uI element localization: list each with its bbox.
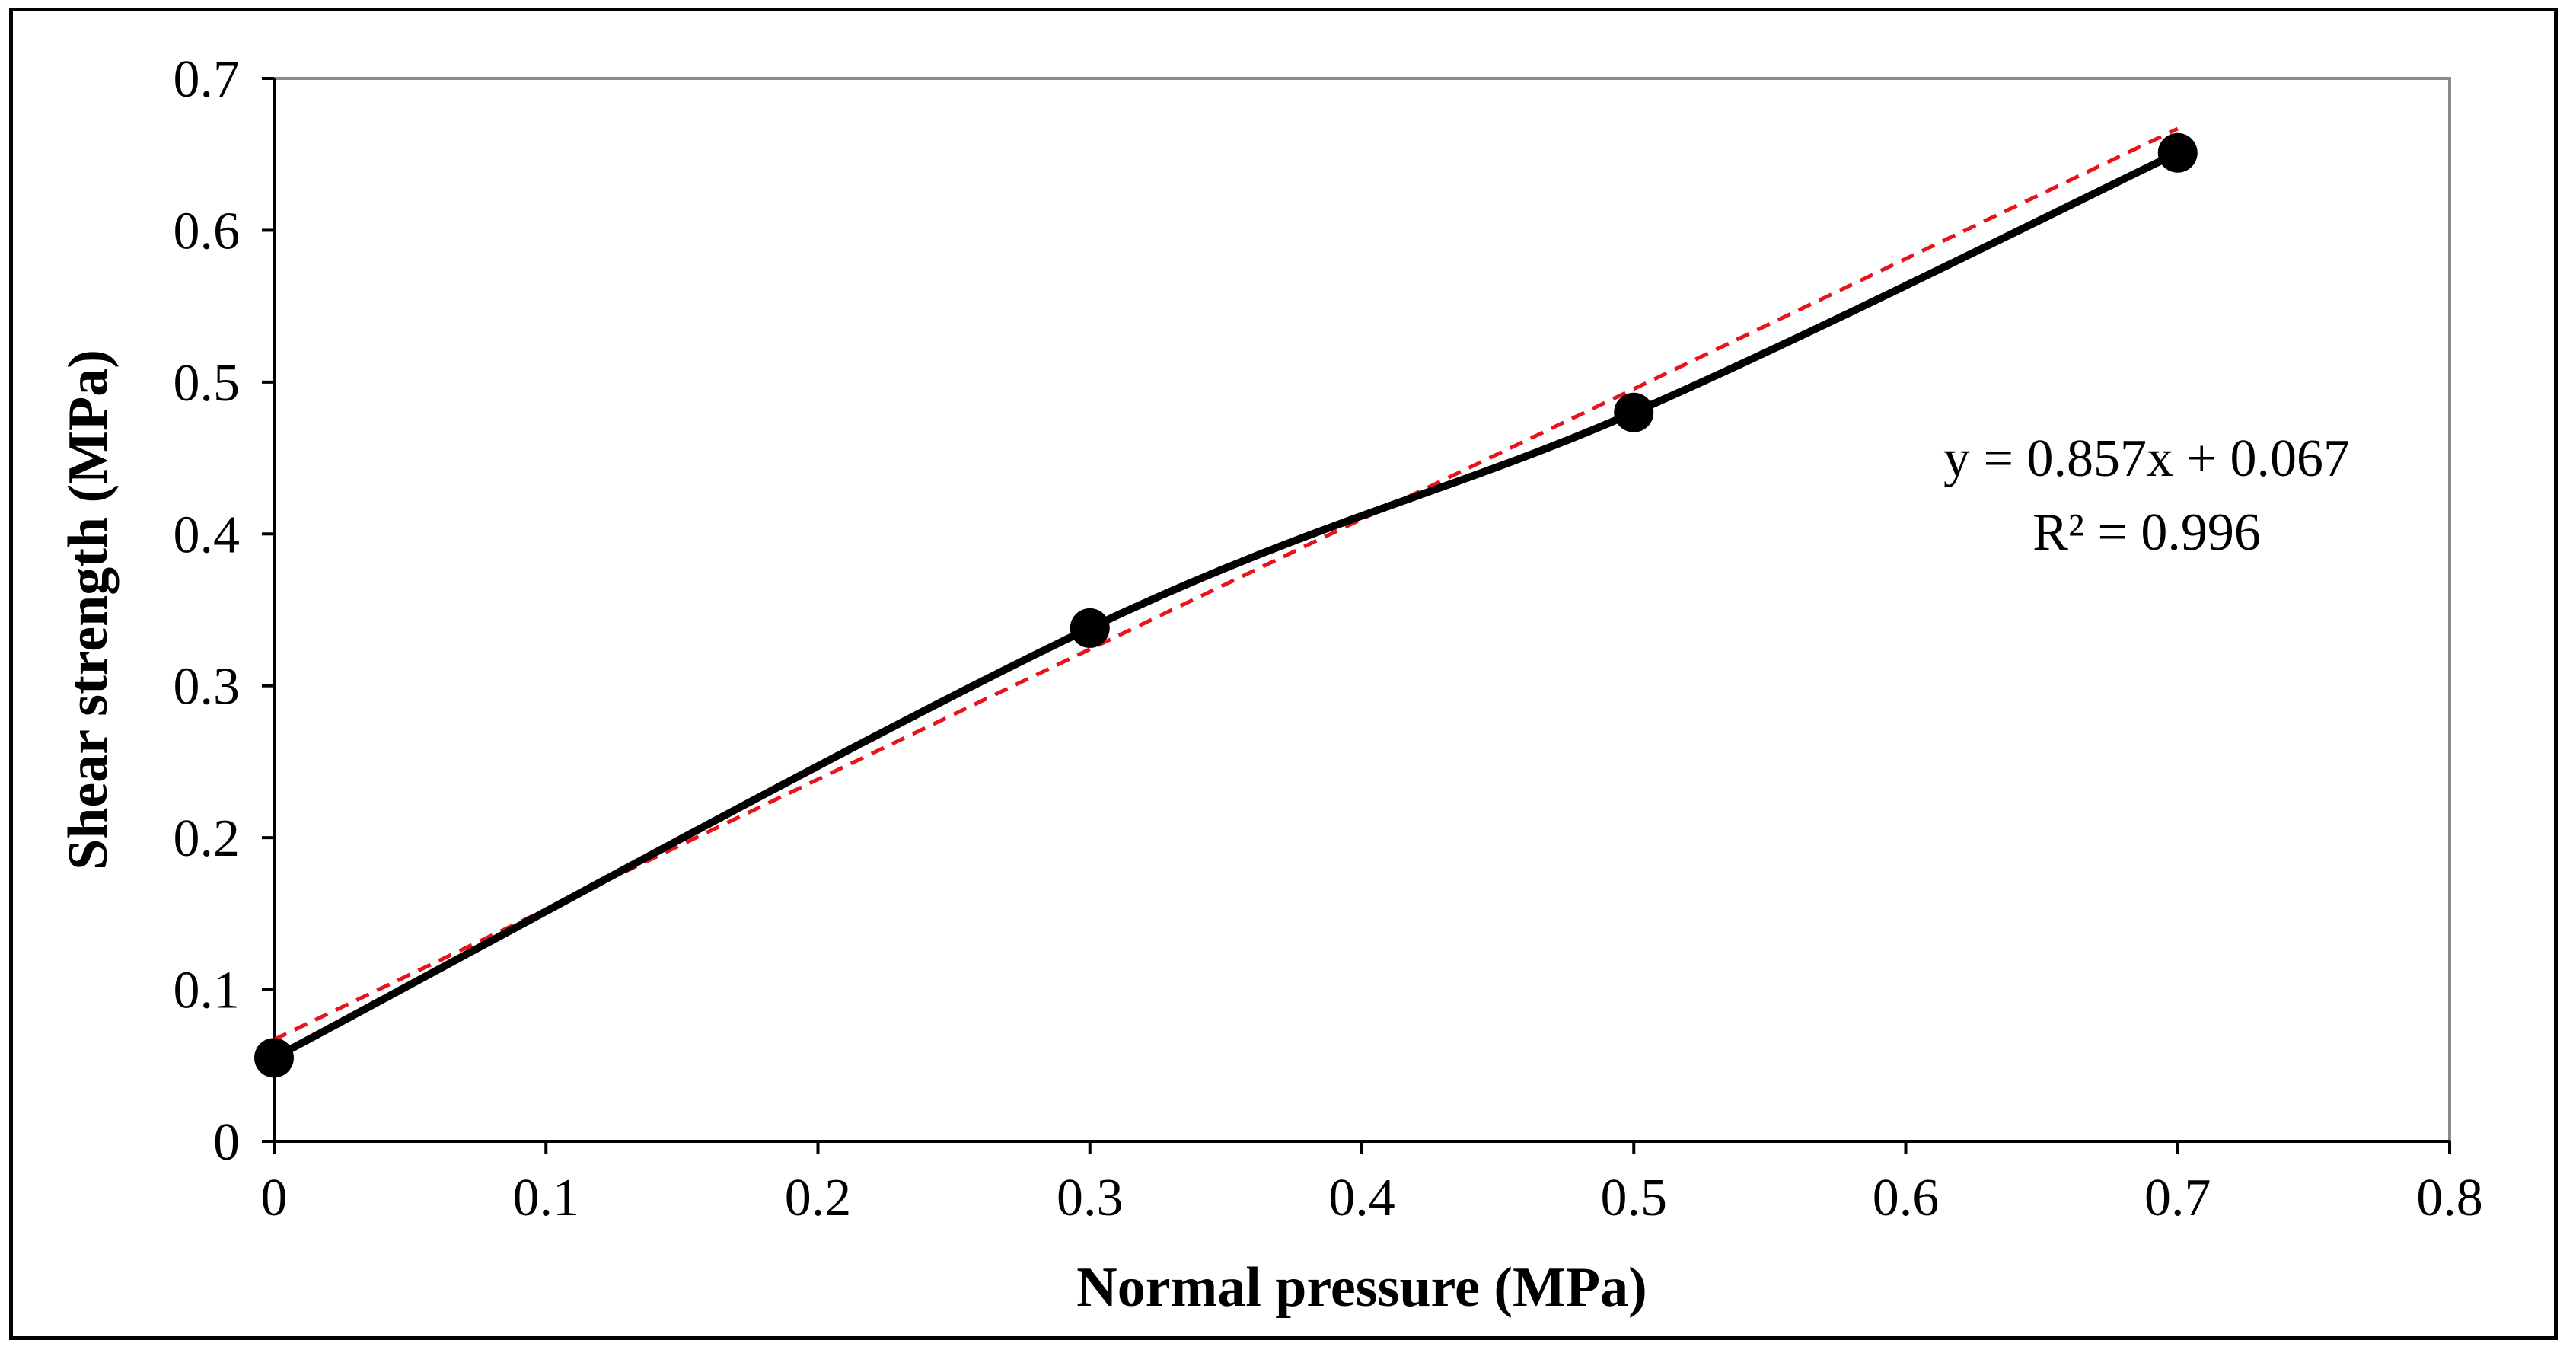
y-axis-title: Shear strength (MPa) xyxy=(57,349,120,870)
trendline-r-squared: R² = 0.996 xyxy=(2032,503,2261,562)
y-tick-label: 0.5 xyxy=(174,354,241,413)
y-tick-label: 0.7 xyxy=(174,50,241,109)
trendline-equation: y = 0.857x + 0.067 xyxy=(1943,429,2350,488)
x-tick-label: 0.8 xyxy=(2416,1169,2483,1227)
x-tick-label: 0.1 xyxy=(513,1169,580,1227)
y-tick-label: 0.3 xyxy=(174,658,241,716)
x-axis-title: Normal pressure (MPa) xyxy=(1076,1256,1647,1319)
series-line xyxy=(270,148,2182,1062)
data-point xyxy=(1614,392,1654,432)
x-tick-label: 0.5 xyxy=(1601,1169,1668,1227)
y-tick-label: 0.1 xyxy=(174,962,241,1020)
data-point xyxy=(1070,608,1110,648)
data-point xyxy=(254,1038,294,1078)
y-tick-label: 0 xyxy=(213,1113,240,1172)
x-tick-label: 0.2 xyxy=(785,1169,852,1227)
x-tick-label: 0.6 xyxy=(1873,1169,1940,1227)
y-tick-label: 0.4 xyxy=(174,506,241,564)
x-tick-label: 0.7 xyxy=(2144,1169,2211,1227)
y-tick-label: 0.2 xyxy=(174,809,241,868)
y-tick-label: 0.6 xyxy=(174,202,241,260)
data-point xyxy=(2157,132,2198,173)
chart-frame xyxy=(9,8,2558,1340)
x-tick-label: 0 xyxy=(261,1169,288,1227)
plot-area xyxy=(273,77,2451,1143)
x-tick-label: 0.4 xyxy=(1328,1169,1395,1227)
x-tick-label: 0.3 xyxy=(1057,1169,1124,1227)
